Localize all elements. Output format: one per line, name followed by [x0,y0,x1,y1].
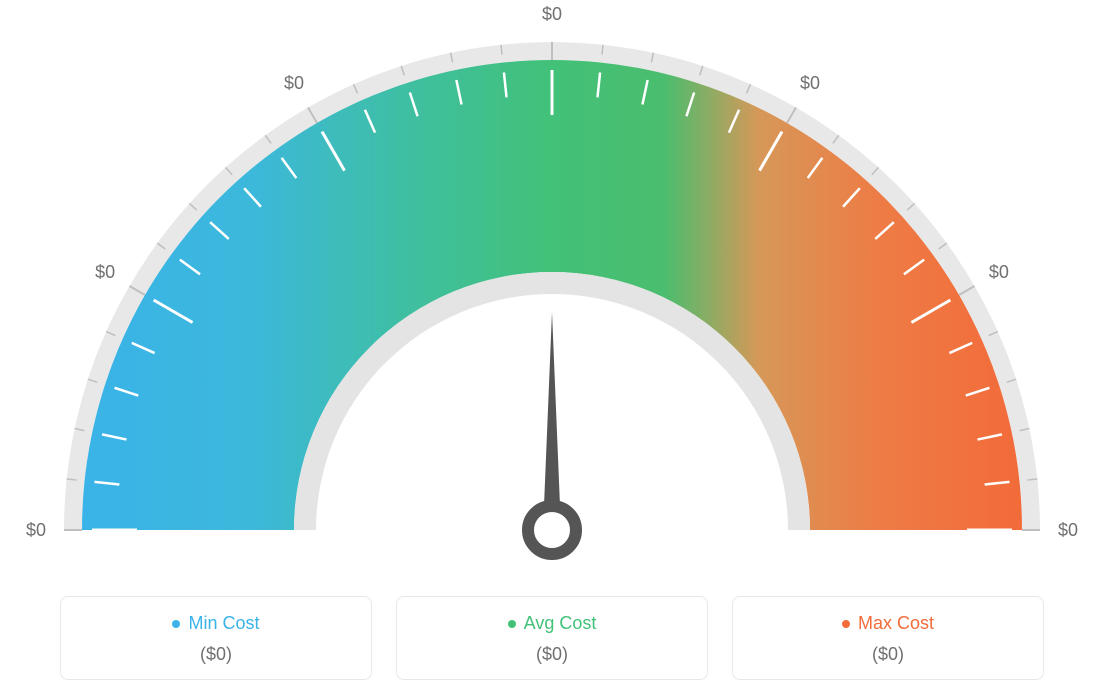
legend-text-min: Min Cost [188,613,259,634]
legend-card-avg: Avg Cost ($0) [396,596,708,680]
legend-card-min: Min Cost ($0) [60,596,372,680]
legend-dot-min [172,620,180,628]
legend-card-max: Max Cost ($0) [732,596,1044,680]
gauge-tick-label: $0 [989,262,1009,282]
legend-dot-avg [508,620,516,628]
gauge-tick-label: $0 [800,73,820,93]
legend-label-min: Min Cost [172,613,259,634]
gauge-needle [543,312,561,530]
cost-gauge-container: $0 $0 $0 $0 $0 $0 $0 Min Cost ($0) Avg Cost ($… [0,0,1104,690]
legend-value-min: ($0) [61,644,371,665]
legend-text-avg: Avg Cost [524,613,597,634]
legend-value-avg: ($0) [397,644,707,665]
legend-value-max: ($0) [733,644,1043,665]
legend-dot-max [842,620,850,628]
legend-label-avg: Avg Cost [508,613,597,634]
gauge-tick-label: $0 [1058,520,1078,540]
gauge-needle-hub [528,506,576,554]
gauge-tick-label: $0 [284,73,304,93]
gauge-svg: $0 $0 $0 $0 $0 $0 $0 [0,0,1104,560]
gauge-tick-label: $0 [542,4,562,24]
legend-label-max: Max Cost [842,613,934,634]
gauge-chart: $0 $0 $0 $0 $0 $0 $0 [0,0,1104,560]
gauge-tick-label: $0 [26,520,46,540]
legend-text-max: Max Cost [858,613,934,634]
legend-row: Min Cost ($0) Avg Cost ($0) Max Cost ($0… [0,596,1104,680]
gauge-tick-label: $0 [95,262,115,282]
